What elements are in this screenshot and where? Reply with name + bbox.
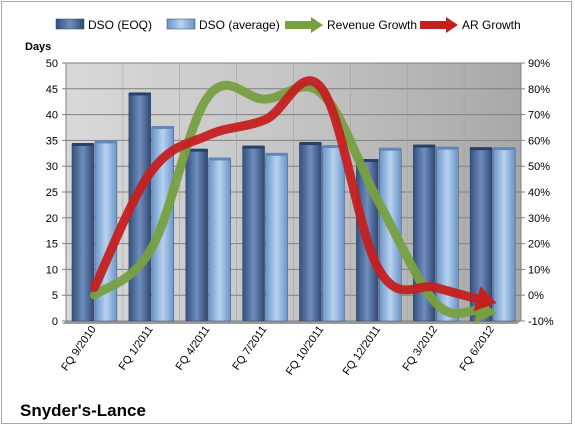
x-tick-label: FQ 4/2011 [173,324,212,373]
y-tick-label: 30 [46,161,58,173]
plot-floor [62,321,521,324]
bar-top [379,147,402,151]
legend-item: Revenue Growth [285,17,417,33]
bar-top [436,146,459,150]
y-axis-title: Days [25,41,51,53]
bar-dso-eoq [242,146,265,322]
bar-top [94,140,117,144]
y2-tick-label: 0% [528,290,544,302]
y-tick-label: 0 [52,316,58,328]
bar-top [413,144,436,148]
bar-top [322,145,345,149]
y2-tick-label: 60% [528,135,550,147]
bar-top [128,92,151,96]
y2-tick-label: 20% [528,239,550,251]
line-ar-growth [89,76,482,304]
bar-top [151,125,174,129]
bar-dso-average [322,145,345,322]
bar-top [185,148,208,152]
y2-tick-label: -10% [528,316,554,328]
legend-swatch [55,18,85,30]
y-tick-label: 40 [46,110,58,122]
bar-top [470,147,493,151]
x-tick-label: FQ 9/2010 [59,324,99,373]
bar-top [265,152,288,156]
y2-tick-label: 30% [528,213,550,225]
legend-item: DSO (average) [166,18,280,32]
bar-dso-average [492,147,516,322]
bar-top [242,145,265,149]
x-tick-label: FQ 1/2011 [117,324,156,373]
bar-top [493,147,516,151]
legend-item: DSO (EOQ) [55,18,152,32]
y2-tick-label: 40% [528,187,550,199]
bar-dso-eoq [185,149,208,322]
legend-label: AR Growth [462,18,521,32]
y-tick-label: 45 [46,84,58,96]
bar-top [71,143,94,147]
y2-tick-label: 10% [528,264,550,276]
bar-top [356,159,379,163]
y2-tick-label: 70% [528,110,550,122]
arrowhead-ar-growth [473,286,497,312]
x-tick-label: FQ 3/2012 [400,324,440,373]
bar-dso-average [265,153,288,322]
y-tick-label: 20 [46,213,58,225]
x-tick-label: FQ 7/2011 [230,324,269,373]
y-tick-label: 5 [52,290,58,302]
bar-top [299,141,322,145]
company-label: Snyder's-Lance [20,401,146,420]
y-tick-label: 25 [46,187,58,199]
y-tick-label: 15 [46,239,58,251]
x-tick-label: FQ 6/2012 [457,324,497,373]
legend-swatch [166,18,196,30]
bar-top [208,157,231,161]
legend-arrowhead [311,17,323,33]
y2-tick-label: 80% [528,84,550,96]
legend-label: Revenue Growth [327,18,417,32]
bar-dso-eoq [299,142,322,322]
x-tick-label: FQ 10/2011 [284,324,327,378]
y2-tick-label: 50% [528,161,550,173]
y-tick-label: 35 [46,135,58,147]
bar-dso-average [208,158,231,322]
legend-arrowhead [446,17,458,33]
y-tick-label: 50 [46,58,58,70]
legend-item: AR Growth [420,17,521,33]
legend-label: DSO (EOQ) [88,18,152,32]
y2-tick-label: 90% [528,58,550,70]
legend-label: DSO (average) [199,18,280,32]
x-tick-label: FQ 12/2011 [341,324,384,378]
y-tick-label: 10 [46,264,58,276]
